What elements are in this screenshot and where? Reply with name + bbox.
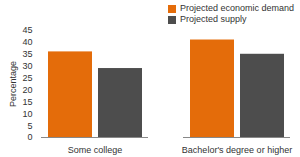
- html-text:Projected economic demand: Projected economic demand: [179, 3, 294, 13]
- svg-text:0: 0: [27, 132, 32, 142]
- svg-text:15: 15: [22, 97, 32, 107]
- svg-text:10: 10: [22, 109, 32, 119]
- svg-text:25: 25: [22, 73, 32, 83]
- svg-text:45: 45: [22, 25, 32, 35]
- svg-text:35: 35: [22, 49, 32, 59]
- svg-text:Some college: Some college: [68, 145, 123, 155]
- svg-text:5: 5: [27, 120, 32, 130]
- svg-text:40: 40: [22, 37, 32, 47]
- svg-text:30: 30: [22, 61, 32, 71]
- html-text:Projected supply: Projected supply: [179, 14, 247, 24]
- svg-text:20: 20: [22, 85, 32, 95]
- svg-text:Percentage: Percentage: [8, 61, 18, 107]
- svg-text:Bachelor's degree or higher: Bachelor's degree or higher: [182, 145, 292, 155]
